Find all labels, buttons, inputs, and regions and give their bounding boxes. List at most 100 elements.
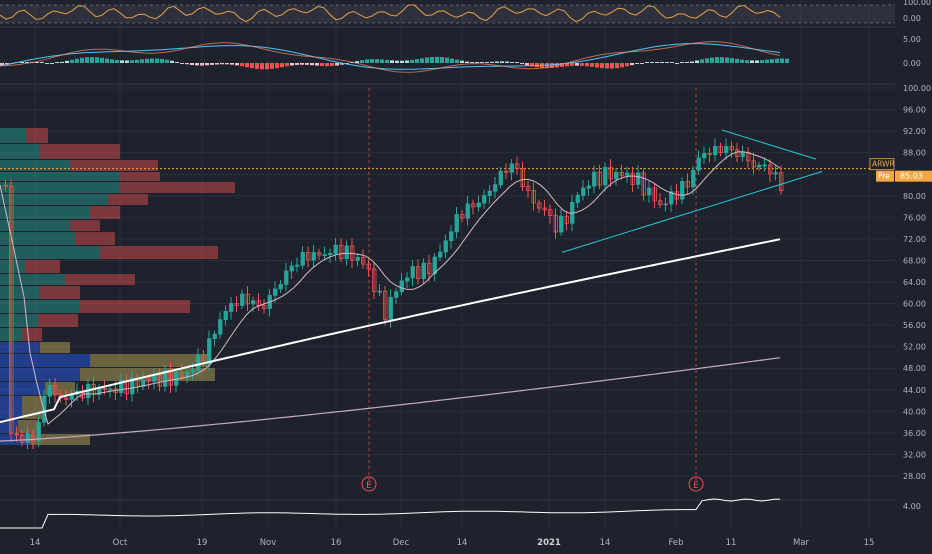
macd-histogram-bar — [445, 57, 449, 63]
price-tick-label: 76.00 — [903, 213, 926, 222]
macd-histogram-bar — [325, 63, 329, 67]
macd-histogram-bar — [530, 63, 534, 67]
candle-body — [432, 256, 437, 275]
candle-body — [740, 151, 745, 157]
candle-body — [625, 172, 630, 176]
candle-body — [163, 369, 168, 387]
macd-histogram-bar — [745, 60, 749, 63]
candle-body — [482, 195, 487, 204]
macd-histogram-bar — [640, 63, 644, 64]
macd-histogram-bar — [335, 63, 339, 66]
price-tick-label: 100.00 — [903, 84, 931, 93]
macd-histogram-bar — [345, 63, 349, 64]
volume-profile-down — [40, 286, 80, 299]
candle-body — [427, 262, 432, 275]
macd-histogram-bar — [100, 57, 104, 63]
candle-body — [366, 263, 371, 270]
candle-body — [674, 191, 679, 200]
price-tick-label: 36.00 — [903, 429, 926, 438]
time-tick-label: Feb — [668, 538, 683, 548]
time-tick-label: Oct — [113, 538, 128, 548]
volume-profile-up — [0, 274, 65, 285]
candle-body — [190, 369, 195, 373]
macd-histogram-bar — [645, 62, 649, 63]
candle-body — [64, 397, 69, 400]
time-tick-label: 14 — [30, 538, 41, 548]
macd-histogram-bar — [620, 63, 624, 68]
candle-body — [196, 354, 201, 371]
price-axis: 100.00 0.00 5.00 0.00 100.00 96.00 92.00 88.00 8… — [869, 0, 932, 550]
price-tick-label: 32.00 — [903, 450, 926, 459]
macd-histogram-bar — [705, 58, 709, 63]
volume-profile-up — [0, 342, 40, 353]
volume-profile-up — [0, 172, 120, 181]
volume-profile-up — [0, 434, 30, 445]
macd-histogram-bar — [330, 63, 334, 67]
candle-body — [124, 379, 129, 395]
candle-body — [669, 191, 674, 205]
macd-histogram-bar — [770, 59, 774, 63]
macd-histogram-bar — [75, 58, 79, 63]
macd-histogram-bar — [750, 60, 754, 63]
macd-histogram-bar — [105, 58, 109, 63]
macd-histogram-bar — [670, 62, 674, 63]
candle-body — [295, 264, 300, 267]
volume-profile-up — [0, 206, 90, 219]
macd-histogram-bar — [35, 62, 39, 63]
macd-histogram-bar — [400, 60, 404, 63]
macd-tick-label: 0.00 — [903, 59, 921, 68]
candle-body — [240, 293, 245, 306]
volume-profile-up — [0, 160, 70, 171]
price-tick-label: 96.00 — [903, 106, 926, 115]
candle-body — [773, 172, 778, 175]
candle-body — [438, 251, 443, 258]
candle-body — [636, 172, 641, 185]
time-axis-background — [0, 532, 932, 550]
macd-histogram-bar — [605, 63, 609, 69]
macd-histogram-bar — [600, 63, 604, 69]
volume-profile-up — [0, 286, 40, 299]
macd-histogram-bar — [375, 59, 379, 63]
price-tick-label: 72.00 — [903, 235, 926, 244]
candle-body — [729, 146, 734, 151]
price-tick-label: 64.00 — [903, 278, 926, 287]
price-tick-label: 92.00 — [903, 127, 926, 136]
macd-histogram-bar — [215, 63, 219, 65]
volume-profile-down — [40, 144, 120, 159]
macd-histogram-bar — [170, 60, 174, 63]
macd-histogram-bar — [290, 63, 294, 66]
macd-histogram-bar — [175, 61, 179, 63]
macd-histogram-bar — [135, 59, 139, 63]
candle-body — [234, 303, 239, 306]
price-tick-label: 44.00 — [903, 386, 926, 395]
macd-histogram-bar — [320, 63, 324, 66]
macd-histogram-bar — [465, 61, 469, 63]
candle-body — [157, 374, 162, 387]
volume-profile-up — [0, 354, 90, 367]
trendline-resistance — [721, 129, 817, 160]
candle-body — [383, 290, 388, 320]
grid — [0, 0, 932, 530]
macd-histogram-bar — [440, 57, 444, 63]
price-tick-label: 88.00 — [903, 149, 926, 158]
macd-panel — [0, 41, 789, 73]
macd-histogram-bar — [50, 63, 54, 64]
candle-body — [339, 244, 344, 260]
macd-histogram-bar — [0, 63, 4, 66]
candle-body — [592, 171, 597, 187]
candle-body — [553, 215, 558, 233]
macd-histogram-bar — [490, 61, 494, 63]
volume-profile-up — [0, 420, 18, 433]
candle-body — [443, 240, 448, 253]
candle-body — [245, 293, 250, 305]
macd-histogram-bar — [700, 59, 704, 63]
macd-histogram-bar — [180, 63, 184, 64]
macd-histogram-bar — [610, 63, 614, 69]
macd-histogram-bar — [455, 59, 459, 63]
candle-body — [498, 170, 503, 186]
candle-body — [212, 333, 217, 340]
